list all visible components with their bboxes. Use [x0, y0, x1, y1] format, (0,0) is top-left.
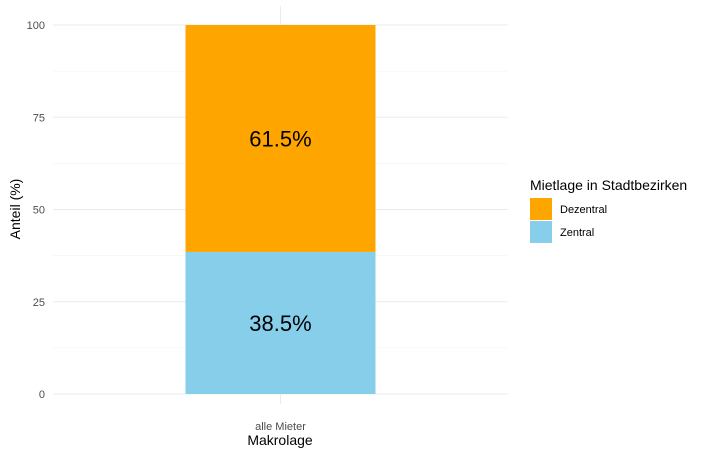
bars: [185, 25, 376, 394]
bar-data-label: 38.5%: [249, 311, 311, 336]
legend-title: Mietlage in Stadtbezirken: [530, 177, 687, 193]
legend-key-zentral: [530, 221, 552, 243]
bar-segment-dezentral: [185, 25, 376, 252]
y-tick-label: 0: [39, 389, 45, 401]
y-tick-label: 25: [33, 297, 45, 309]
bar-labels: 38.5% 61.5%: [249, 126, 311, 336]
bar-segment-zentral: [185, 251, 376, 394]
x-axis-title: Makrolage: [247, 432, 313, 448]
legend-label: Zentral: [560, 227, 594, 239]
y-tick-labels: 0 25 50 75 100: [27, 20, 45, 401]
bar-data-label: 61.5%: [249, 126, 311, 151]
legend-label: Dezentral: [560, 204, 607, 216]
y-tick-label: 50: [33, 205, 45, 217]
legend-key-dezentral: [530, 198, 552, 220]
legend: Mietlage in Stadtbezirken Dezentral Zentr…: [530, 177, 687, 243]
y-tick-label: 75: [33, 112, 45, 124]
x-tick-label: alle Mieter: [255, 421, 306, 433]
y-axis-title: Anteil (%): [7, 179, 23, 240]
y-tick-label: 100: [27, 20, 45, 32]
x-tick-labels: alle Mieter: [255, 421, 306, 433]
